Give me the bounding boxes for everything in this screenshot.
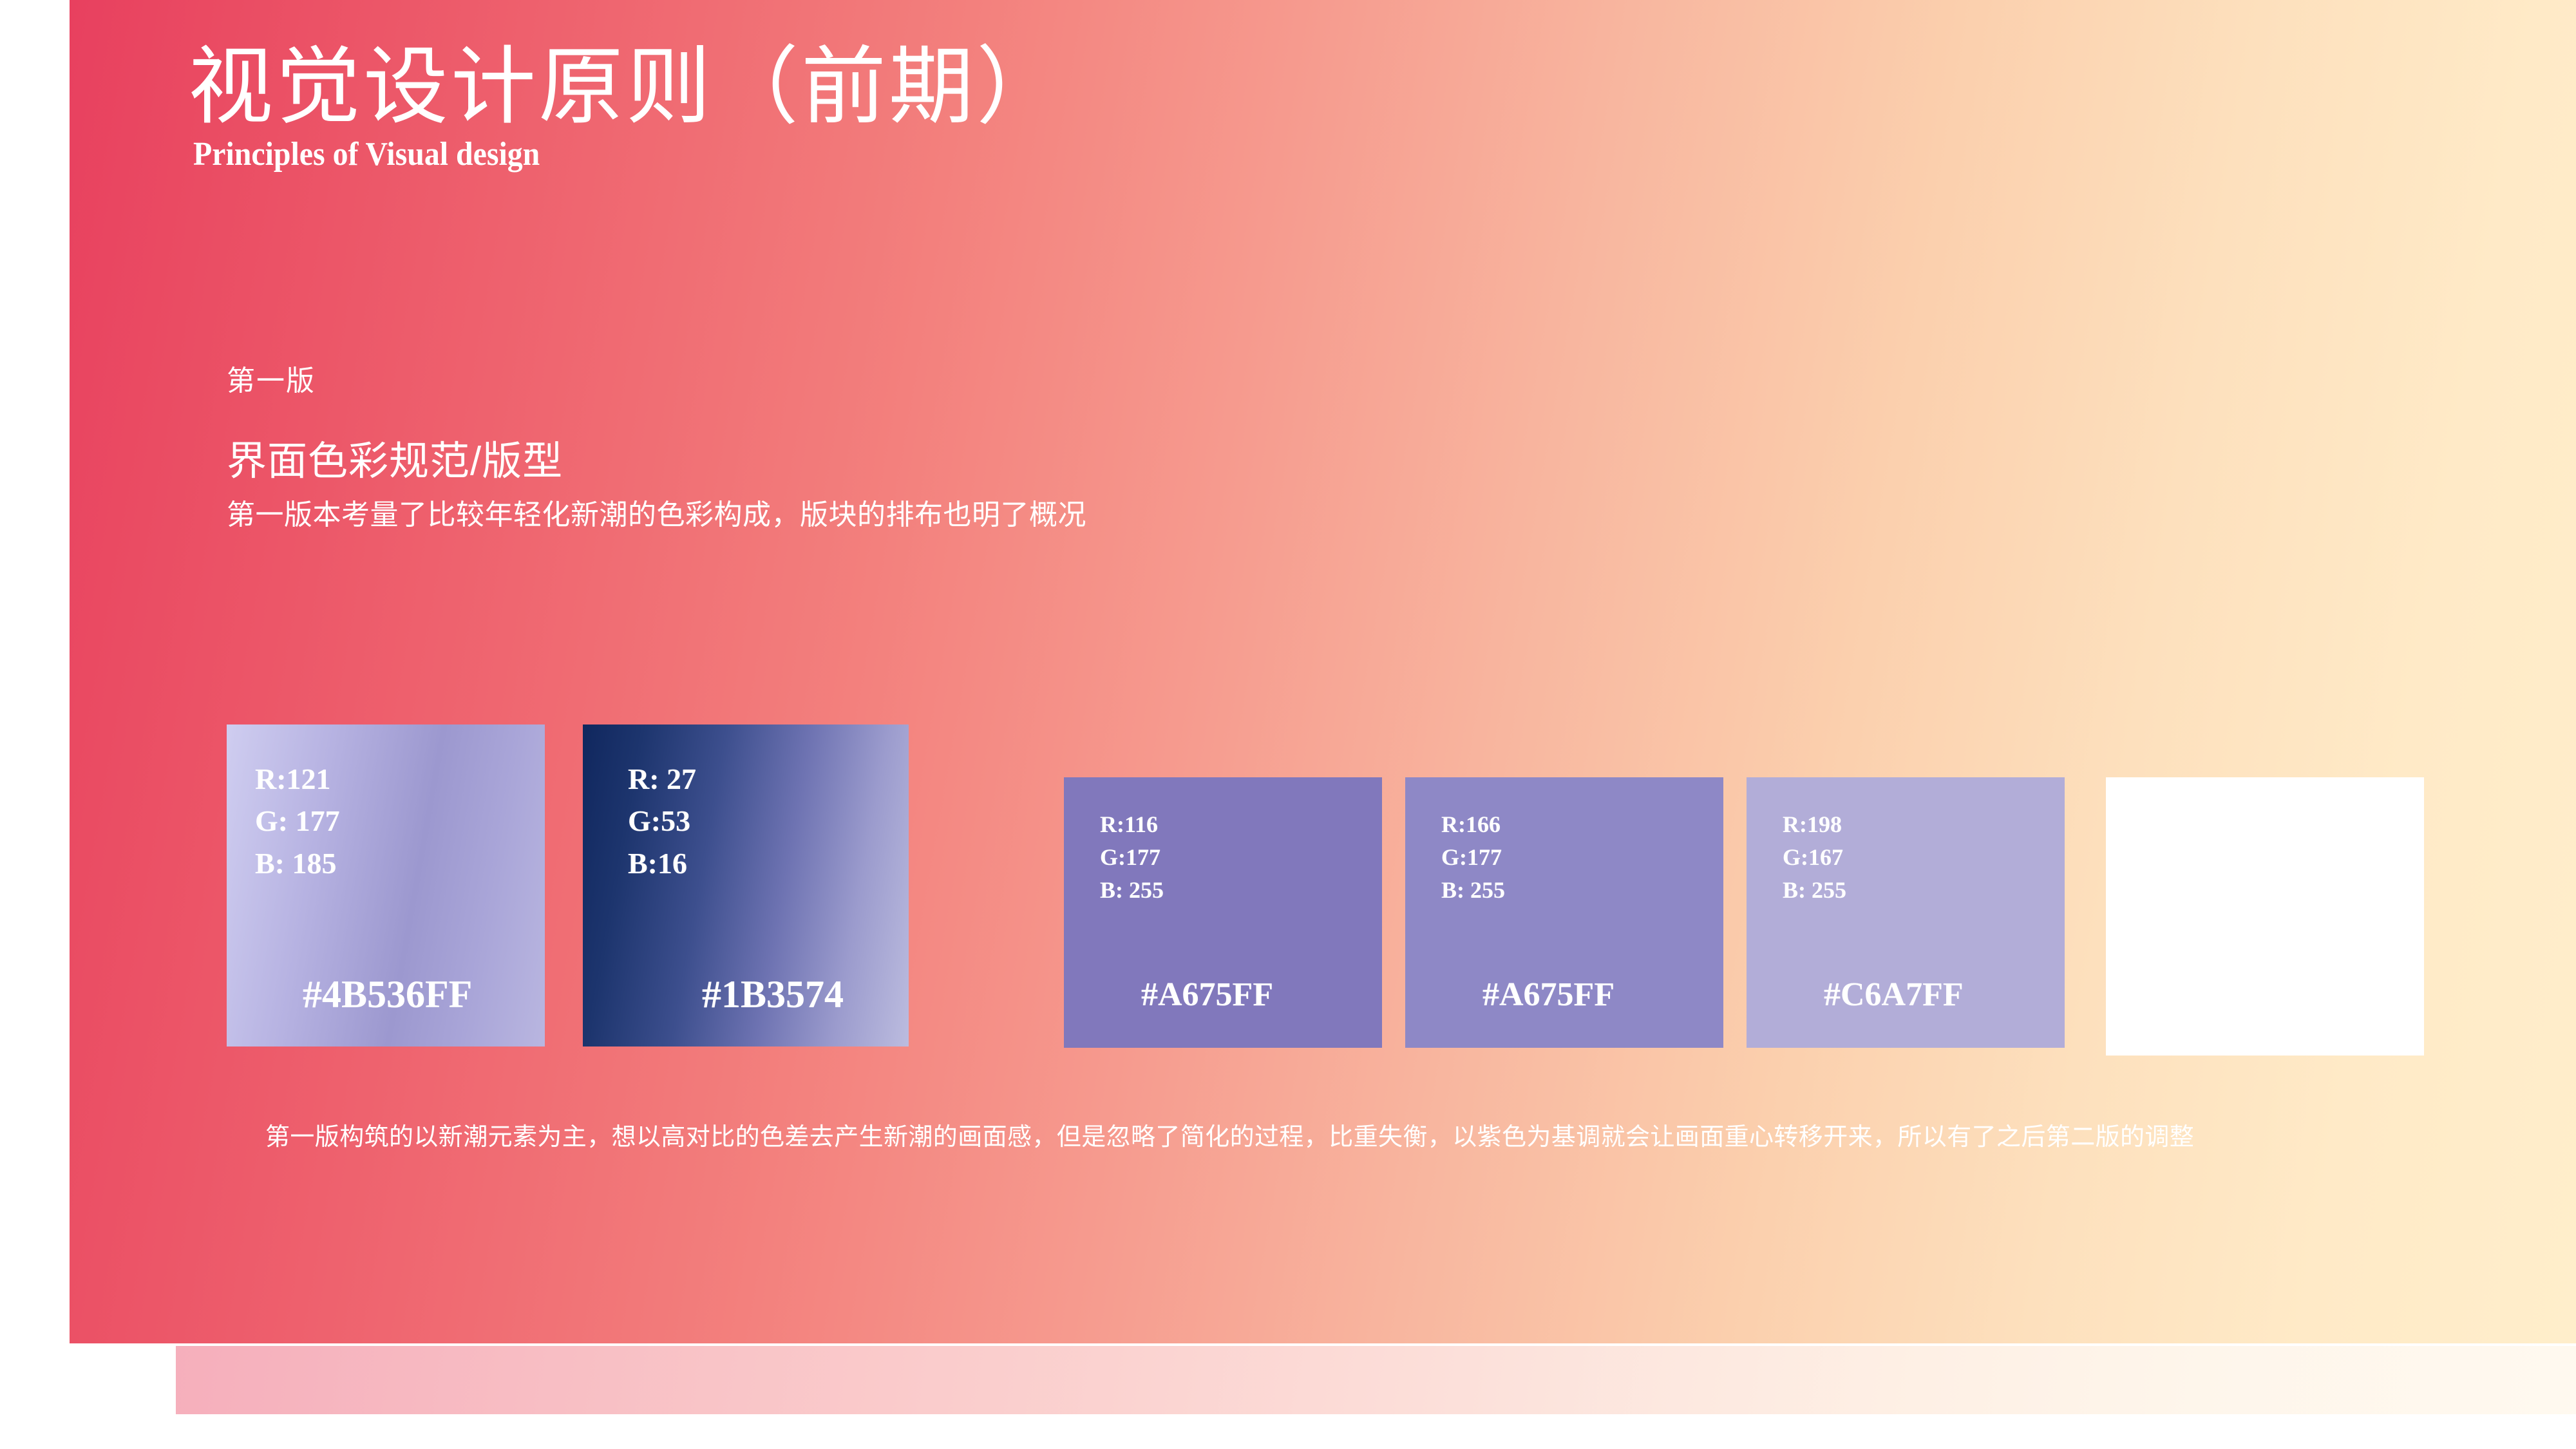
swatch-rgb-values: R:121 G: 177 B: 185: [255, 762, 340, 880]
bottom-accent-band: [176, 1346, 2576, 1414]
color-swatch[interactable]: R:116 G:177 B: 255 #A675FF: [1064, 777, 1382, 1048]
swatch-rgb-values: R:116 G:177 B: 255: [1100, 811, 1164, 904]
section-description: 第一版本考量了比较年轻化新潮的色彩构成，版块的排布也明了概况: [227, 498, 1086, 531]
version-tag: 第一版: [227, 365, 316, 397]
color-swatch-blank[interactable]: [2106, 777, 2424, 1056]
section-heading: 界面色彩规范/版型: [227, 439, 564, 484]
page-title-en: Principles of Visual design: [193, 136, 540, 173]
swatch-hex-value: #A675FF: [1141, 976, 1274, 1013]
gradient-background-panel: [70, 0, 2576, 1343]
swatch-hex-value: #A675FF: [1482, 976, 1615, 1013]
swatch-hex-value: #C6A7FF: [1824, 976, 1964, 1013]
intro-text-block: 第一版 界面色彩规范/版型 第一版本考量了比较年轻化新潮的色彩构成，版块的排布也…: [227, 362, 1086, 536]
swatch-hex-value: #1B3574: [702, 973, 844, 1016]
footer-caption: 第一版构筑的以新潮元素为主，想以高对比的色差去产生新潮的画面感，但是忽略了简化的…: [265, 1124, 2195, 1151]
color-swatch[interactable]: R:121 G: 177 B: 185 #4B536FF: [227, 724, 545, 1046]
swatch-rgb-values: R:198 G:167 B: 255: [1783, 811, 1846, 904]
color-swatch[interactable]: R:166 G:177 B: 255 #A675FF: [1405, 777, 1723, 1048]
swatch-hex-value: #4B536FF: [303, 973, 473, 1016]
page-title-cn: 视觉设计原则（前期）: [188, 40, 1064, 135]
swatch-rgb-values: R:166 G:177 B: 255: [1441, 811, 1505, 904]
swatch-rgb-values: R: 27 G:53 B:16: [628, 762, 697, 880]
color-swatch-row: R:121 G: 177 B: 185 #4B536FF R: 27 G:53 B:16…: [227, 724, 2429, 1059]
slide-header: 视觉设计原则（前期） Principles of Visual design: [188, 35, 1064, 173]
color-swatch[interactable]: R:198 G:167 B: 255 #C6A7FF: [1747, 777, 2065, 1048]
color-swatch[interactable]: R: 27 G:53 B:16 #1B3574: [583, 724, 909, 1046]
